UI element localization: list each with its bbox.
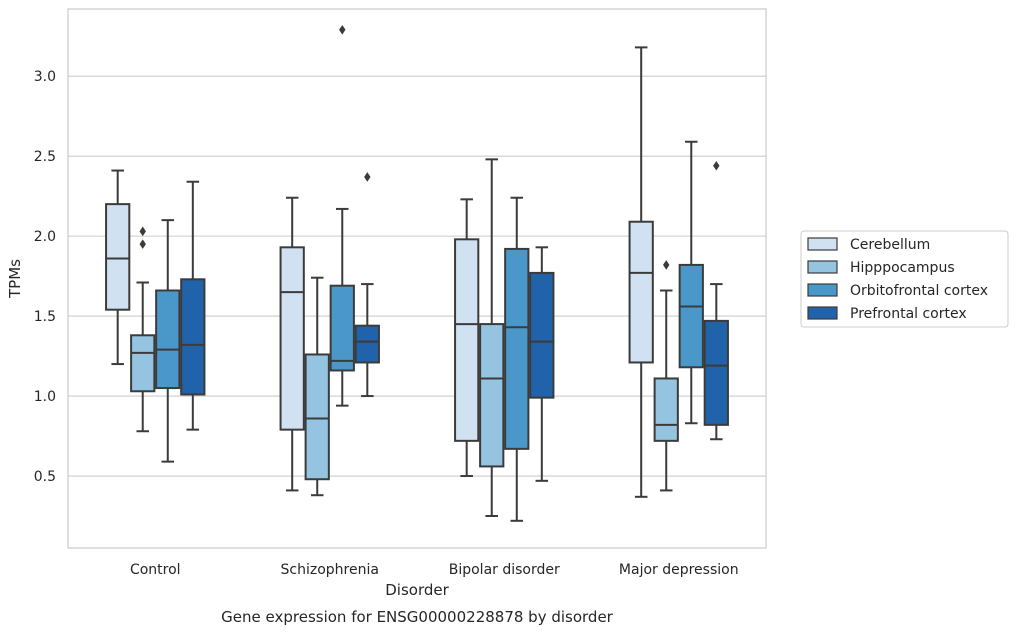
box-iqr bbox=[105, 203, 131, 311]
box-1-3 bbox=[354, 172, 380, 398]
box-0-1 bbox=[130, 226, 156, 433]
box-3-1 bbox=[653, 260, 679, 492]
legend-label: Hipppocampus bbox=[850, 260, 955, 276]
box-iqr bbox=[703, 319, 729, 426]
y-tick-label: 1.0 bbox=[34, 389, 56, 405]
outlier-point bbox=[663, 260, 670, 270]
outlier-point bbox=[139, 226, 146, 237]
box-iqr bbox=[504, 247, 530, 450]
y-tick-label: 0.5 bbox=[34, 469, 56, 485]
box-iqr bbox=[653, 377, 679, 442]
box-3-0 bbox=[628, 46, 654, 498]
legend-frame bbox=[800, 230, 1009, 328]
box-2-1 bbox=[479, 158, 505, 518]
box-iqr bbox=[529, 271, 555, 399]
legend-label: Orbitofrontal cortex bbox=[850, 283, 988, 299]
box-iqr bbox=[354, 324, 380, 364]
outlier-point bbox=[139, 239, 146, 249]
box-2-0 bbox=[454, 198, 480, 478]
legend-swatch bbox=[807, 306, 838, 320]
box-2-2 bbox=[504, 196, 530, 522]
box-iqr bbox=[279, 246, 305, 431]
y-tick-label: 1.5 bbox=[34, 309, 56, 325]
x-tick-label: Control bbox=[130, 562, 181, 578]
outlier-point bbox=[713, 160, 720, 171]
outlier-point bbox=[339, 24, 346, 35]
box-0-3 bbox=[180, 180, 206, 431]
box-iqr bbox=[304, 353, 330, 481]
x-axis-label: Disorder bbox=[385, 581, 449, 599]
box-1-0 bbox=[279, 196, 305, 492]
y-axis-ticks: 0.5 1.0 1.5 2.0 2.5 3.0 bbox=[34, 69, 56, 485]
chart-caption: Gene expression for ENSG00000228878 by d… bbox=[221, 608, 614, 626]
x-tick-label: Bipolar disorder bbox=[449, 562, 560, 578]
legend-swatch bbox=[807, 260, 838, 274]
box-1-2 bbox=[329, 24, 355, 407]
y-tick-label: 3.0 bbox=[34, 69, 56, 85]
box-iqr bbox=[155, 289, 181, 390]
box-iqr bbox=[479, 323, 505, 468]
x-axis-ticks: Control Schizophrenia Bipolar disorder Majo… bbox=[130, 562, 739, 578]
box-2-3 bbox=[529, 246, 555, 482]
y-axis-label: TPMs bbox=[6, 259, 24, 299]
legend-swatch bbox=[807, 283, 838, 297]
legend-label: Prefrontal cortex bbox=[850, 306, 967, 322]
box-iqr bbox=[678, 263, 704, 369]
box-iqr bbox=[628, 220, 654, 364]
x-tick-label: Schizophrenia bbox=[281, 562, 379, 578]
plot-frame bbox=[67, 8, 767, 549]
legend: Cerebellum Hipppocampus Orbitofrontal cort… bbox=[800, 230, 1009, 328]
box-iqr bbox=[329, 284, 355, 372]
box-0-0 bbox=[105, 169, 131, 366]
y-tick-label: 2.5 bbox=[34, 149, 56, 165]
box-iqr bbox=[180, 278, 206, 396]
box-0-2 bbox=[155, 219, 181, 463]
x-tick-label: Major depression bbox=[619, 562, 739, 578]
legend-swatch bbox=[807, 237, 838, 251]
box-3-2 bbox=[678, 140, 704, 425]
box-iqr bbox=[454, 238, 480, 442]
box-1-1 bbox=[304, 276, 330, 497]
box-3-3 bbox=[703, 160, 729, 441]
outlier-point bbox=[364, 172, 371, 182]
legend-label: Cerebellum bbox=[850, 237, 930, 253]
plot-boxes bbox=[105, 24, 729, 522]
box-iqr bbox=[130, 334, 156, 393]
y-tick-label: 2.0 bbox=[34, 229, 56, 245]
